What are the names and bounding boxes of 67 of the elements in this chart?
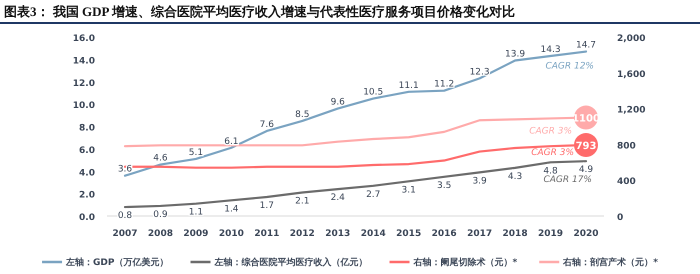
- data-label: 4.9: [578, 165, 594, 176]
- annotation: CAGR 3%: [531, 148, 574, 158]
- data-label: 11.2: [434, 80, 454, 90]
- data-label: 8.5: [295, 110, 310, 120]
- data-label: 0.8: [118, 211, 132, 222]
- y-tick-label: 16.0: [72, 34, 95, 44]
- x-tick-label: 2020: [573, 229, 599, 239]
- data-label: 5.1: [188, 148, 204, 158]
- data-label: 12.3: [470, 67, 490, 78]
- data-label: 4.3: [508, 172, 522, 182]
- y2-tick-label: 1,600: [617, 70, 646, 80]
- y2-tick-label: 1,200: [617, 106, 646, 116]
- legend-label: 右轴：阑尾切除术（元）*: [412, 257, 518, 268]
- chart-title: 图表3： 我国 GDP 增速、综合医院平均医疗收入增速与代表性医疗服务项目价格变化对比: [4, 4, 515, 19]
- data-label: 2.4: [330, 193, 346, 204]
- x-tick-label: 2009: [183, 229, 208, 239]
- data-label: 4.8: [543, 166, 558, 176]
- data-label: 3.5: [436, 180, 452, 191]
- legend-label: 左轴：GDP（万亿美元）: [65, 257, 169, 268]
- x-tick-label: 2014: [360, 229, 386, 239]
- x-tick-label: 2011: [254, 229, 280, 239]
- legend-label: 右轴：剖宫产术（元）*: [562, 257, 658, 268]
- x-tick-label: 2019: [538, 229, 564, 239]
- data-label: 13.9: [505, 49, 526, 60]
- y-tick-label: 2.0: [79, 190, 95, 201]
- x-tick-label: 2007: [112, 229, 138, 239]
- data-label: 0.9: [153, 210, 168, 220]
- x-tick-label: 2017: [467, 229, 492, 239]
- y2-tick-label: 2,000: [617, 34, 646, 44]
- y-tick-label: 12.0: [72, 78, 95, 89]
- annotation: CAGR 3%: [529, 126, 572, 137]
- data-label: 9.6: [330, 98, 346, 108]
- y-tick-label: 6.0: [79, 146, 95, 156]
- y-tick-label: 14.0: [72, 56, 95, 66]
- data-label: 3.9: [472, 176, 488, 186]
- x-tick-label: 2008: [148, 229, 173, 239]
- y-tick-label: 4.0: [79, 168, 95, 178]
- x-tick-label: 2016: [432, 229, 457, 239]
- data-label: 793: [576, 141, 596, 152]
- data-label: 1.7: [260, 200, 274, 211]
- y2-tick-label: 0: [617, 213, 624, 223]
- data-label: 7.6: [260, 120, 274, 130]
- x-tick-label: 2018: [502, 229, 528, 239]
- y-tick-label: 10.0: [72, 101, 95, 112]
- y2-tick-label: 800: [617, 141, 636, 152]
- data-label: 3.1: [402, 185, 416, 196]
- annotation: CAGR 12%: [545, 62, 594, 72]
- data-label: 6.1: [224, 136, 239, 147]
- annotation: CAGR 17%: [543, 175, 592, 186]
- data-label: 1.1: [188, 208, 204, 218]
- legend-label: 左轴：综合医院平均医疗收入（亿元）: [214, 257, 368, 268]
- x-tick-label: 2013: [325, 229, 350, 239]
- data-label: 14.3: [540, 45, 561, 56]
- data-label: 1.4: [224, 204, 239, 214]
- y-tick-label: 0.0: [79, 213, 95, 223]
- data-label: 10.5: [363, 88, 384, 98]
- data-label: 14.7: [576, 40, 596, 51]
- data-label: 11.1: [398, 80, 419, 91]
- x-tick-label: 2010: [218, 229, 244, 239]
- data-label: 3.6: [118, 164, 132, 175]
- y-tick-label: 8.0: [79, 124, 95, 134]
- y2-tick-label: 400: [617, 177, 636, 188]
- data-label: 2.1: [295, 196, 310, 207]
- x-tick-label: 2012: [290, 229, 315, 239]
- x-tick-label: 2015: [396, 229, 422, 239]
- data-label: 4.6: [153, 154, 168, 164]
- data-label: 2.7: [366, 190, 380, 200]
